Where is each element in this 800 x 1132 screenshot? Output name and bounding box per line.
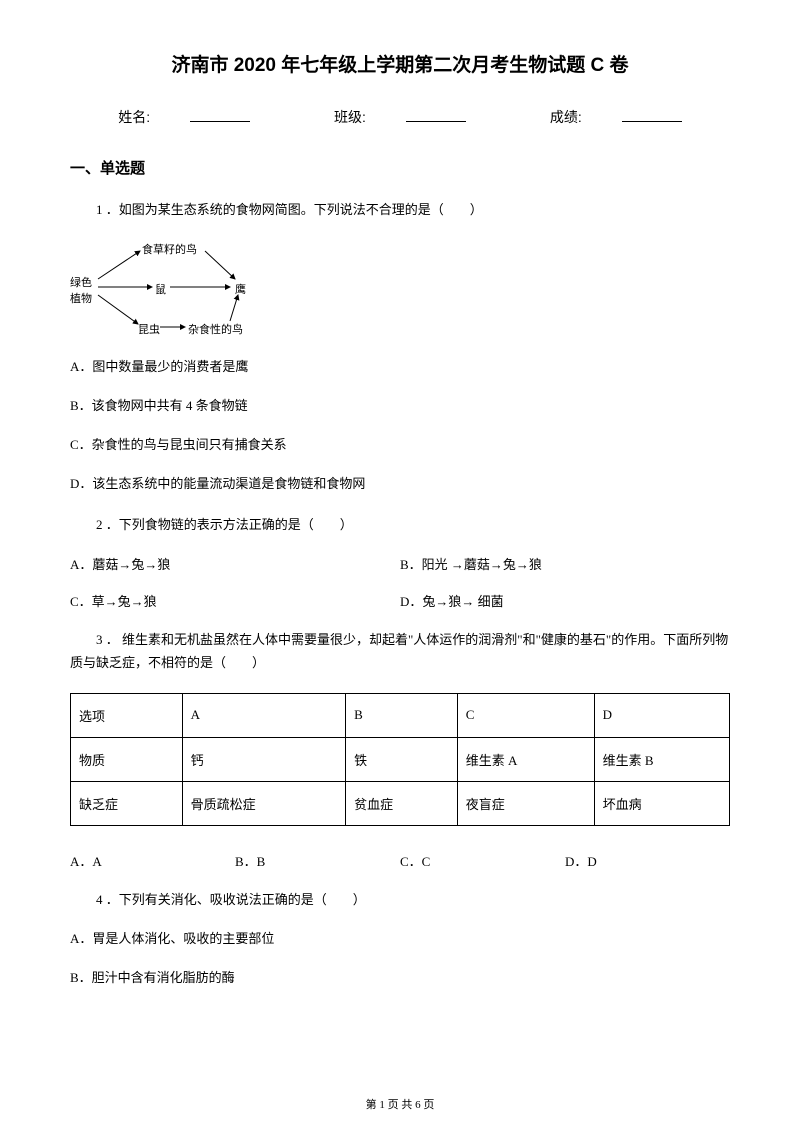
q3-table: 选项 A B C D 物质 钙 铁 维生素 A 维生素 B 缺乏症 骨质疏松症 … (70, 693, 730, 826)
table-cell: 钙 (182, 737, 345, 781)
question-1-text: 1 ．如图为某生态系统的食物网简图。下列说法不合理的是（ ） (70, 198, 730, 221)
q3-option-c: C．C (400, 851, 565, 870)
q3-option-a: A．A (70, 851, 235, 870)
table-cell: 贫血症 (346, 781, 458, 825)
table-row: 选项 A B C D (71, 693, 730, 737)
table-cell: 夜盲症 (457, 781, 594, 825)
q2-option-c: C．草→兔→狼 (70, 591, 400, 610)
label-grass-bird: 食草籽的鸟 (142, 241, 197, 257)
table-cell: 铁 (346, 737, 458, 781)
table-cell: 选项 (71, 693, 183, 737)
food-web-diagram: 绿色植物 食草籽的鸟 鼠 鹰 昆虫 杂食性的鸟 (70, 239, 300, 339)
label-omni-bird: 杂食性的鸟 (188, 321, 243, 337)
table-cell: D (594, 693, 729, 737)
q2-option-d: D．兔→狼→ 细菌 (400, 591, 730, 610)
page-title: 济南市 2020 年七年级上学期第二次月考生物试题 C 卷 (70, 50, 730, 77)
table-cell: 物质 (71, 737, 183, 781)
table-row: 物质 钙 铁 维生素 A 维生素 B (71, 737, 730, 781)
table-cell: 坏血病 (594, 781, 729, 825)
label-insect: 昆虫 (138, 321, 160, 337)
q1-option-d: D．该生态系统中的能量流动渠道是食物链和食物网 (70, 474, 730, 495)
table-cell: 维生素 B (594, 737, 729, 781)
table-cell: 骨质疏松症 (182, 781, 345, 825)
q3-option-d: D．D (565, 851, 730, 870)
q4-option-b: B．胆汁中含有消化脂肪的酶 (70, 968, 730, 989)
table-cell: A (182, 693, 345, 737)
label-plant: 绿色植物 (70, 274, 92, 306)
q1-option-c: C．杂食性的鸟与昆虫间只有捕食关系 (70, 435, 730, 456)
q1-option-b: B．该食物网中共有 4 条食物链 (70, 396, 730, 417)
q2-options-row2: C．草→兔→狼 D．兔→狼→ 细菌 (70, 591, 730, 610)
section-header: 一、单选题 (70, 157, 730, 178)
table-cell: C (457, 693, 594, 737)
label-eagle: 鹰 (235, 281, 246, 297)
question-3-text: 3 ． 维生素和无机盐虽然在人体中需要量很少，却起着"人体运作的润滑剂"和"健康… (70, 628, 730, 675)
q2-options-row1: A．蘑菇→兔→狼 B．阳光 →蘑菇→兔→狼 (70, 554, 730, 573)
q3-option-b: B．B (235, 851, 400, 870)
question-4-text: 4 ．下列有关消化、吸收说法正确的是（ ） (70, 888, 730, 911)
table-cell: 维生素 A (457, 737, 594, 781)
table-cell: B (346, 693, 458, 737)
label-mouse: 鼠 (155, 281, 166, 297)
q2-option-b: B．阳光 →蘑菇→兔→狼 (400, 554, 730, 573)
header-fields: 姓名: 班级: 成绩: (70, 107, 730, 127)
q2-option-a: A．蘑菇→兔→狼 (70, 554, 400, 573)
class-field: 班级: (314, 107, 486, 127)
q4-option-a: A．胃是人体消化、吸收的主要部位 (70, 929, 730, 950)
score-field: 成绩: (530, 107, 702, 127)
name-field: 姓名: (98, 107, 270, 127)
q1-option-a: A．图中数量最少的消费者是鹰 (70, 357, 730, 378)
q3-options-row: A．A B．B C．C D．D (70, 851, 730, 870)
table-row: 缺乏症 骨质疏松症 贫血症 夜盲症 坏血病 (71, 781, 730, 825)
table-cell: 缺乏症 (71, 781, 183, 825)
question-2-text: 2 ．下列食物链的表示方法正确的是（ ） (70, 513, 730, 536)
page-footer: 第 1 页 共 6 页 (0, 1096, 800, 1112)
